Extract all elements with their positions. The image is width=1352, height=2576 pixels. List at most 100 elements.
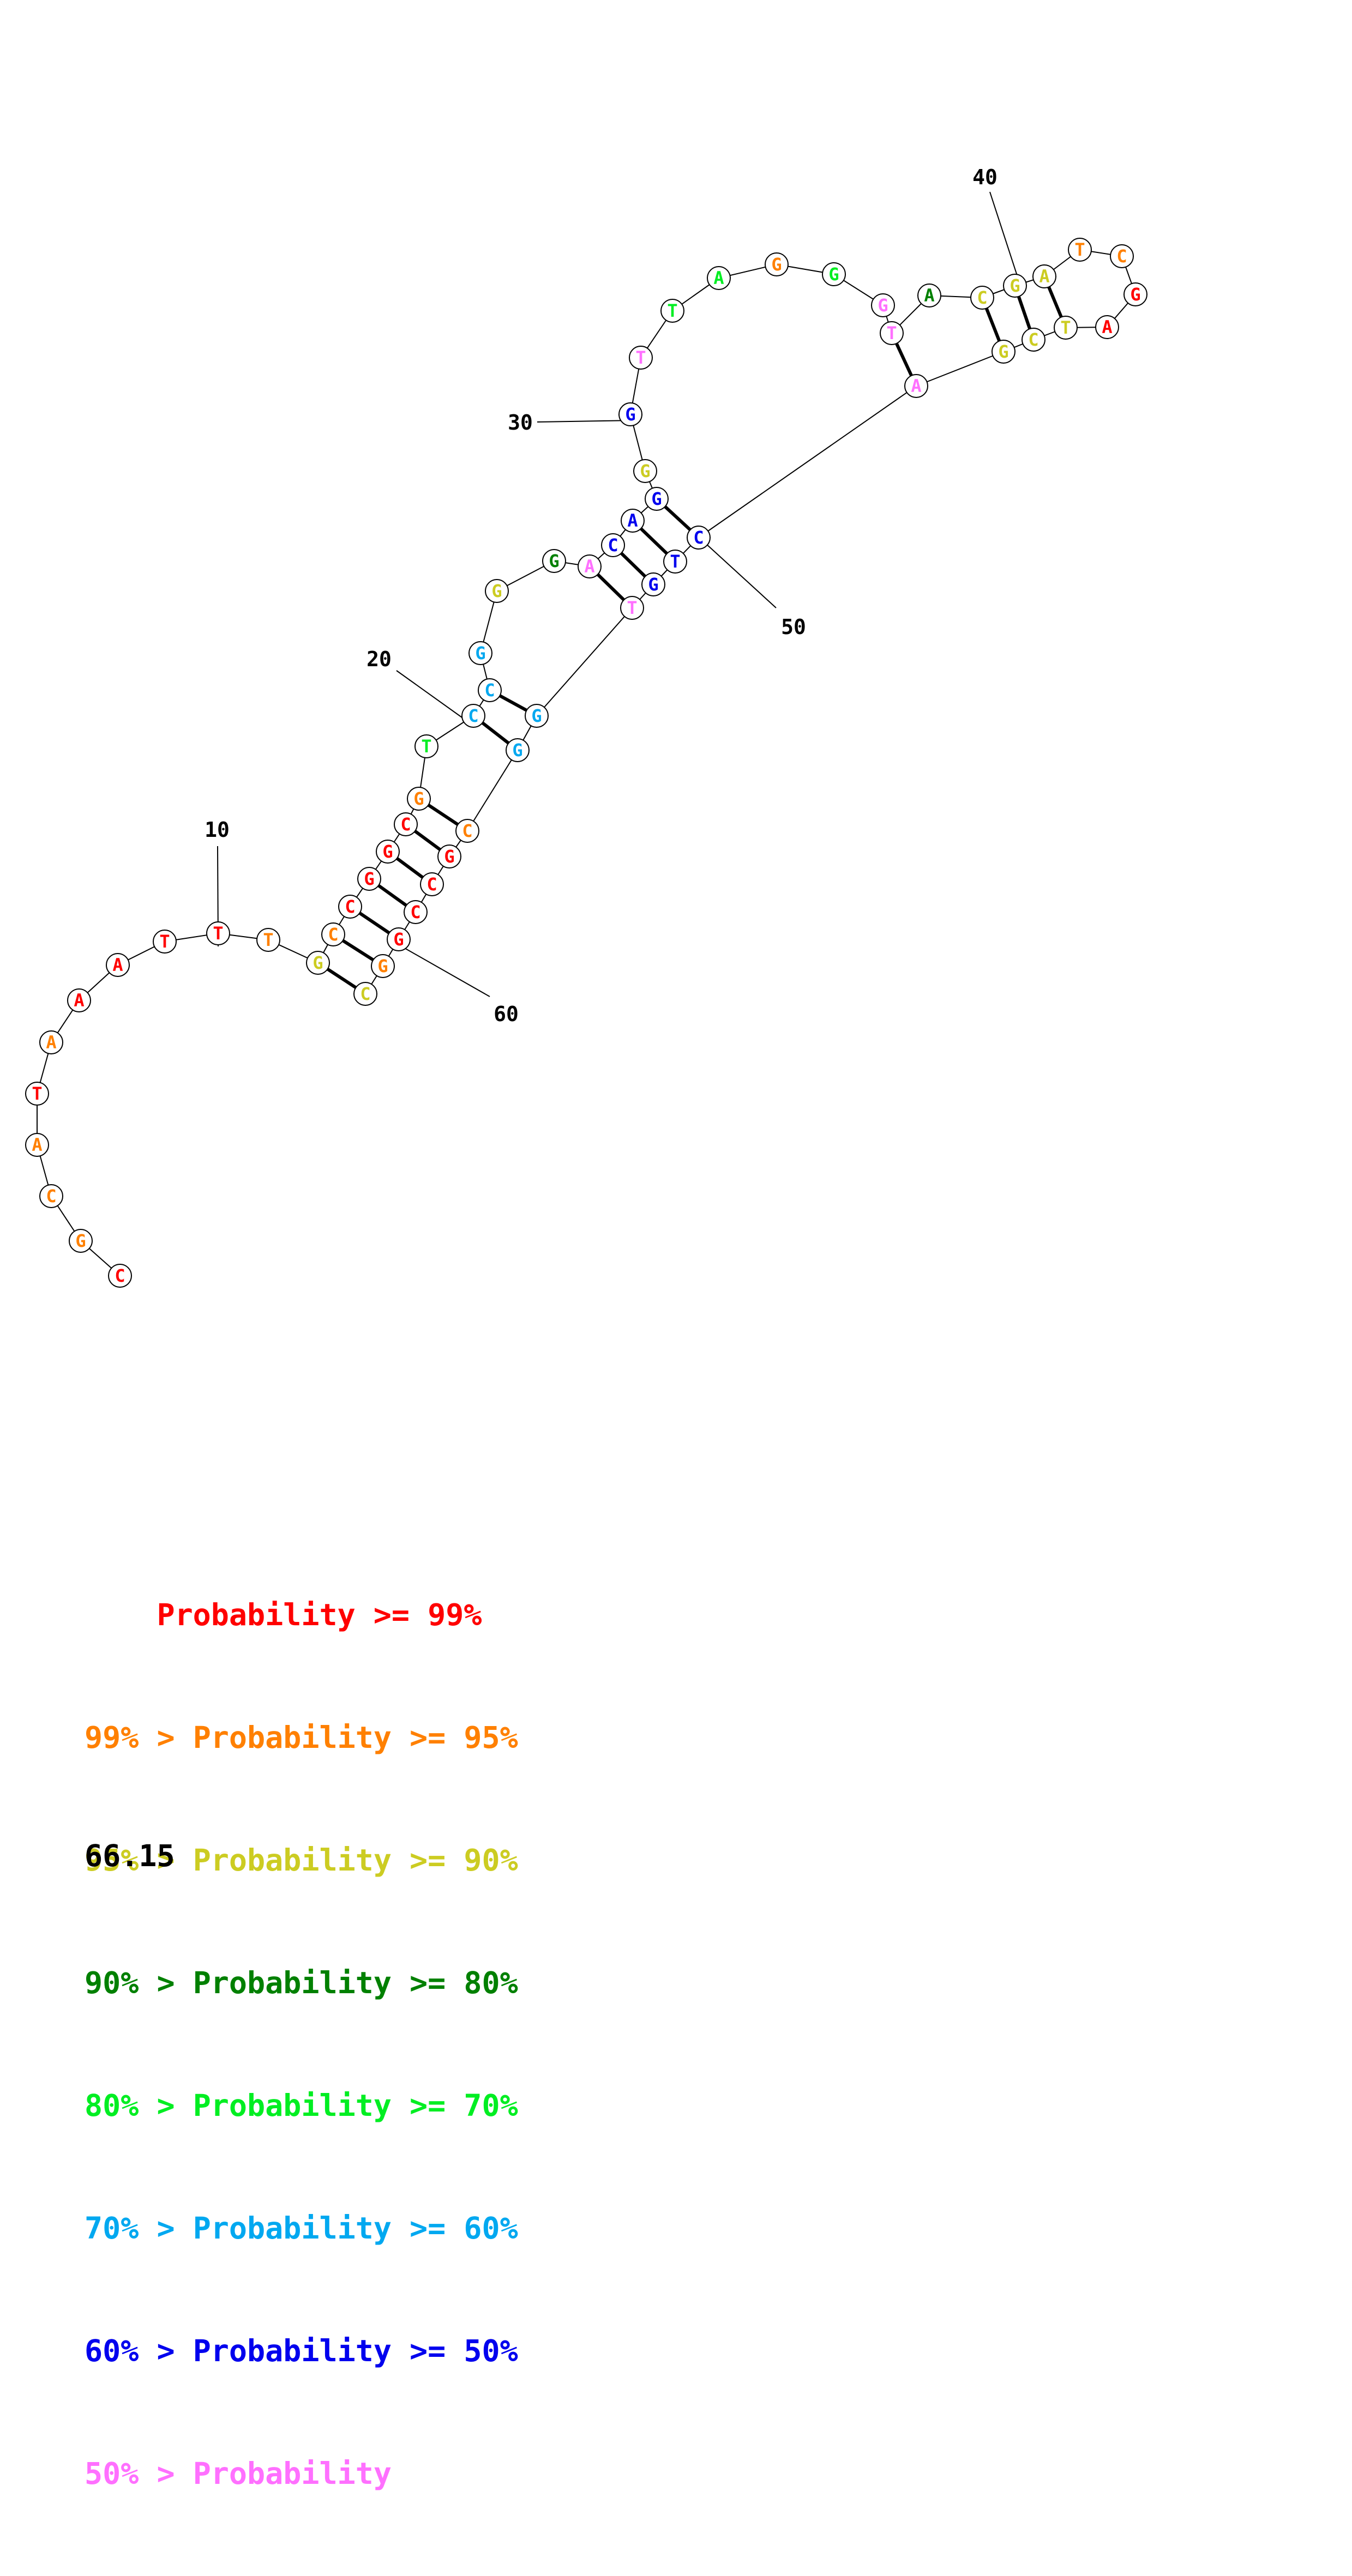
nucleotide-base: G: [382, 841, 393, 862]
nucleotide-base: A: [1102, 317, 1112, 337]
nucleotide-53: T: [620, 596, 644, 620]
nucleotide-base: T: [421, 736, 431, 757]
backbone-layer: [37, 249, 1136, 1276]
nucleotide-base: G: [1010, 275, 1020, 296]
nucleotide-circle: [1068, 238, 1092, 262]
nucleotide-base: C: [360, 984, 370, 1004]
nucleotide-circle: [153, 930, 177, 954]
nucleotide-base: G: [313, 952, 323, 973]
nucleotide-base: G: [512, 740, 522, 761]
nucleotide-base: C: [608, 535, 618, 556]
nucleotide-12: G: [306, 951, 330, 975]
nucleotide-circle: [904, 374, 928, 398]
legend-row-60: 70% > Probability >= 60%: [85, 2208, 518, 2249]
nucleotide-50: C: [687, 526, 711, 550]
nucleotide-circle: [306, 951, 330, 975]
nucleotide-circle: [371, 954, 395, 978]
nucleotide-62: C: [353, 982, 377, 1006]
nucleotide-circle: [707, 266, 731, 290]
legend-prefix: 50% >: [85, 2456, 193, 2491]
legend-row-90: 95% > Probability >= 90%: [85, 1840, 518, 1881]
legend-row-below-50: 50% > Probability: [85, 2453, 518, 2494]
nucleotide-base: C: [1028, 329, 1038, 350]
nucleotide-base: G: [377, 956, 388, 976]
nucleotide-61: G: [371, 954, 395, 978]
nucleotide-48: G: [992, 340, 1015, 364]
legend-row-50: 60% > Probability >= 50%: [85, 2331, 518, 2372]
nucleotide-circle: [633, 459, 657, 483]
legend-pad: [85, 1597, 157, 1632]
legend-prefix: 70% >: [85, 2211, 193, 2246]
nucleotide-32: T: [660, 299, 684, 323]
position-label-20: 20: [366, 647, 392, 671]
legend-text: Probability >= 90%: [193, 1843, 518, 1878]
nucleotide-21: C: [478, 678, 502, 702]
nucleotide-13: C: [321, 922, 345, 946]
nucleotide-circle: [1095, 315, 1119, 339]
nucleotide-59: C: [404, 900, 428, 924]
nucleotide-60: G: [387, 927, 411, 951]
nucleotide-base: G: [364, 868, 374, 889]
nucleotide-24: G: [542, 549, 566, 573]
nucleotide-29: G: [633, 459, 657, 483]
nucleotide-circle: [765, 252, 789, 276]
nucleotide-circle: [1021, 328, 1045, 352]
probability-legend: Probability >= 99% 99% > Probability >= …: [85, 1513, 518, 2576]
nucleotide-55: G: [506, 738, 530, 762]
nucleotide-37: T: [880, 321, 904, 345]
nucleotide-3: C: [39, 1184, 63, 1208]
tick-line-50: [705, 543, 777, 608]
nucleotide-1: C: [108, 1264, 132, 1288]
backbone-link: [536, 607, 633, 716]
nucleotide-base: G: [75, 1230, 86, 1251]
nucleotide-circle: [525, 704, 549, 728]
legend-prefix: 90% >: [85, 1965, 193, 2000]
nucleotide-circle: [1032, 264, 1056, 288]
nucleotide-circle: [578, 554, 602, 578]
nucleotide-33: A: [707, 266, 731, 290]
nucleotide-base: T: [32, 1083, 42, 1104]
nucleotide-4: A: [25, 1133, 49, 1157]
position-label-50: 50: [781, 615, 806, 639]
legend-row-95: 99% > Probability >= 95%: [85, 1717, 518, 1758]
nucleotide-43: C: [1110, 244, 1134, 268]
nucleotide-base: G: [531, 705, 542, 726]
nucleotide-circle: [641, 572, 665, 596]
nucleotide-circle: [376, 840, 400, 864]
nucleotide-49: A: [904, 374, 928, 398]
nucleotide-circle: [645, 487, 669, 511]
nucleotide-circle: [461, 704, 485, 728]
nucleotide-circle: [478, 678, 502, 702]
backbone-link: [698, 385, 917, 538]
legend-prefix: 60% >: [85, 2333, 193, 2368]
nucleotide-base: C: [693, 527, 704, 548]
nucleotide-circle: [338, 895, 362, 919]
nucleotide-52: G: [641, 572, 665, 596]
nucleotide-22: G: [468, 641, 492, 665]
nucleotide-circle: [663, 550, 687, 574]
nucleotide-base: A: [1039, 266, 1049, 287]
nucleotide-circle: [25, 1082, 49, 1106]
nucleotide-base: A: [911, 376, 921, 396]
legend-row-80: 90% > Probability >= 80%: [85, 1963, 518, 2004]
nucleotide-58: C: [420, 872, 444, 896]
nucleotide-circle: [917, 283, 941, 307]
nucleotide-base: G: [1130, 284, 1140, 305]
nucleotide-base: T: [1060, 317, 1071, 338]
nucleotide-circle: [321, 922, 345, 946]
nucleotide-circle: [407, 787, 431, 811]
nucleotide-57: G: [437, 844, 461, 868]
nucleotide-circle: [108, 1264, 132, 1288]
nucleotide-base: G: [625, 404, 635, 425]
nucleotide-base: C: [400, 814, 411, 835]
nucleotide-10: T: [206, 921, 230, 945]
nucleotide-11: T: [256, 928, 280, 952]
nucleotide-circle: [542, 549, 566, 573]
nucleotide-base: G: [491, 581, 502, 601]
position-label-40: 40: [972, 165, 998, 189]
nucleotide-base: G: [651, 488, 662, 509]
nucleotide-16: G: [376, 840, 400, 864]
legend-row-70: 80% > Probability >= 70%: [85, 2085, 518, 2126]
